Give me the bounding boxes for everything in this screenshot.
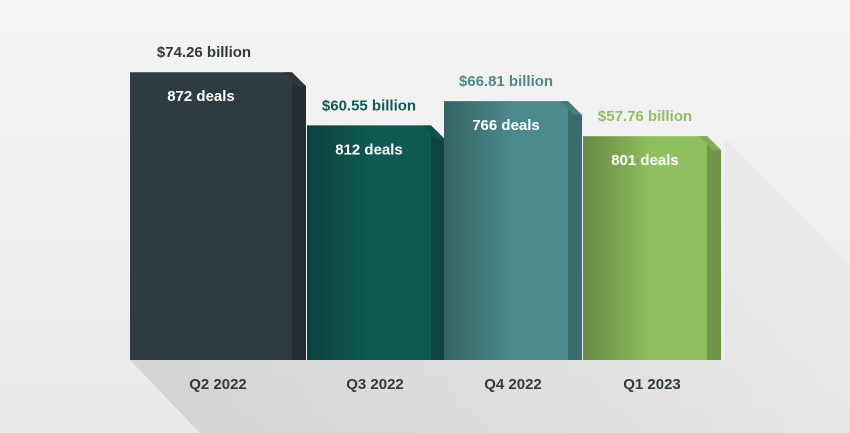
bar-side-3 bbox=[707, 136, 721, 360]
bar-side-0 bbox=[292, 72, 306, 361]
bar-3 bbox=[583, 136, 707, 360]
value-label-2: $66.81 billion bbox=[459, 73, 553, 90]
deals-label-1: 812 deals bbox=[335, 141, 403, 158]
category-label-2: Q4 2022 bbox=[484, 376, 542, 393]
value-label-0: $74.26 billion bbox=[157, 44, 251, 61]
deals-label-0: 872 deals bbox=[167, 88, 235, 105]
category-label-0: Q2 2022 bbox=[189, 376, 247, 393]
category-label-1: Q3 2022 bbox=[346, 376, 404, 393]
bar-1 bbox=[307, 125, 431, 361]
bar-bevel-2 bbox=[560, 101, 582, 116]
bar-bevel-0 bbox=[284, 72, 306, 87]
bar-0 bbox=[130, 72, 292, 361]
bar-bevel-3 bbox=[699, 136, 721, 151]
value-label-1: $60.55 billion bbox=[322, 97, 416, 114]
value-label-3: $57.76 billion bbox=[598, 108, 692, 125]
bar-side-1 bbox=[431, 125, 445, 361]
bar-2 bbox=[444, 101, 568, 360]
deals-label-3: 801 deals bbox=[611, 152, 679, 169]
deals-label-2: 766 deals bbox=[472, 117, 540, 134]
category-label-3: Q1 2023 bbox=[623, 376, 681, 393]
bar-side-2 bbox=[568, 101, 582, 360]
bar-bevel-1 bbox=[423, 125, 445, 140]
drop-shadow bbox=[130, 138, 850, 433]
